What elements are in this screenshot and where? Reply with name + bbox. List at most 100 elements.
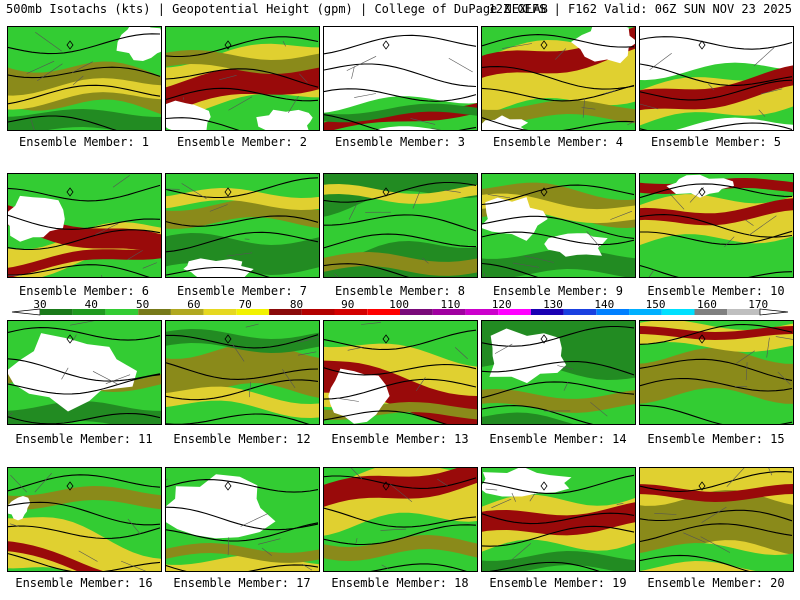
ensemble-member-label: Ensemble Member: 2 xyxy=(176,135,308,149)
height-contour xyxy=(8,412,161,424)
state-border xyxy=(753,47,775,67)
isotach-band xyxy=(8,401,161,424)
colorbar-segment xyxy=(236,309,270,315)
isotach-band xyxy=(482,27,635,78)
state-border xyxy=(26,60,55,74)
ensemble-member-label: Ensemble Member: 8 xyxy=(334,284,466,298)
ensemble-member-label: Ensemble Member: 18 xyxy=(331,576,469,590)
colorbar-tick-label: 70 xyxy=(238,298,252,311)
colorbar-tick-label: 90 xyxy=(341,298,355,311)
ensemble-member-label: Ensemble Member: 15 xyxy=(647,432,785,446)
isotach-band xyxy=(324,103,477,130)
isotach-band xyxy=(324,468,477,507)
colorbar-tick-label: 160 xyxy=(696,298,717,311)
ensemble-member-map xyxy=(323,467,478,572)
state-border xyxy=(209,204,228,212)
height-contour xyxy=(640,264,793,277)
isotach-band xyxy=(640,543,793,571)
height-contour xyxy=(8,474,161,492)
height-contour xyxy=(640,471,793,492)
height-contour xyxy=(324,63,477,88)
height-contour xyxy=(8,184,161,202)
colorbar-tick-label: 170 xyxy=(748,298,769,311)
state-border xyxy=(127,518,141,535)
height-contour xyxy=(482,84,635,102)
below-threshold-area xyxy=(482,468,572,497)
height-contour xyxy=(8,66,161,79)
ensemble-member-label: Ensemble Member: 12 xyxy=(173,432,311,446)
state-border xyxy=(381,564,389,569)
ensemble-member-map xyxy=(639,320,794,425)
state-border xyxy=(554,48,567,60)
height-contour xyxy=(482,381,635,399)
state-border xyxy=(512,262,540,268)
height-contour xyxy=(8,115,117,130)
state-border xyxy=(448,58,473,73)
below-threshold-area xyxy=(482,115,529,130)
state-border xyxy=(288,95,299,114)
ensemble-member-map xyxy=(7,320,162,425)
ensemble-member-map xyxy=(323,320,478,425)
wind-field xyxy=(640,321,793,424)
height-contour xyxy=(8,327,161,341)
isotach-band xyxy=(8,248,161,277)
ensemble-member-map xyxy=(165,320,320,425)
high-center-marker xyxy=(224,481,232,491)
isotach-band xyxy=(482,502,635,536)
state-border xyxy=(777,371,791,385)
state-border xyxy=(228,96,253,111)
height-contour xyxy=(8,525,161,540)
ensemble-member-label: Ensemble Member: 1 xyxy=(18,135,150,149)
wind-field xyxy=(8,174,161,277)
state-border xyxy=(416,377,426,391)
height-contour xyxy=(324,524,477,546)
high-center-marker xyxy=(382,481,390,491)
state-border xyxy=(494,343,513,354)
high-center-marker xyxy=(382,334,390,344)
ensemble-member-label: Ensemble Member: 5 xyxy=(650,135,782,149)
wind-field xyxy=(482,174,635,277)
state-border xyxy=(298,351,317,356)
height-contour xyxy=(166,87,319,102)
ensemble-member-map xyxy=(7,467,162,572)
state-border xyxy=(581,107,596,110)
state-border xyxy=(390,483,413,503)
height-contour xyxy=(640,377,793,392)
height-contour xyxy=(324,329,477,351)
isotach-band xyxy=(8,205,161,255)
state-border xyxy=(708,83,715,91)
height-contour xyxy=(166,215,319,227)
state-border xyxy=(669,193,685,210)
isotach-band xyxy=(640,490,793,556)
state-border xyxy=(491,498,512,509)
wind-field xyxy=(166,321,319,424)
wind-field xyxy=(482,27,635,130)
colorbar-segment xyxy=(432,309,466,315)
ensemble-member-map xyxy=(481,467,636,572)
height-contour xyxy=(482,184,635,206)
ensemble-member-map xyxy=(639,467,794,572)
state-border xyxy=(8,412,13,417)
state-border xyxy=(410,118,436,125)
colorbar-tick-label: 60 xyxy=(187,298,201,311)
colorbar-segment xyxy=(72,309,106,315)
ensemble-member-map xyxy=(165,26,320,131)
colorbar-segment xyxy=(596,309,630,315)
height-contour xyxy=(8,374,161,395)
state-border xyxy=(70,321,95,326)
state-border xyxy=(748,215,777,236)
colorbar-tick-label: 100 xyxy=(389,298,410,311)
height-contour xyxy=(324,475,477,489)
height-contour xyxy=(324,263,410,277)
state-border xyxy=(649,52,672,71)
ensemble-member-map xyxy=(481,26,636,131)
height-contour xyxy=(370,563,467,571)
height-contour xyxy=(640,122,793,130)
state-border xyxy=(127,250,143,260)
height-contour xyxy=(324,363,477,376)
height-contour xyxy=(8,264,150,277)
height-contour xyxy=(640,183,793,199)
state-border xyxy=(347,347,363,351)
state-border xyxy=(610,210,633,220)
high-center-marker xyxy=(224,334,232,344)
